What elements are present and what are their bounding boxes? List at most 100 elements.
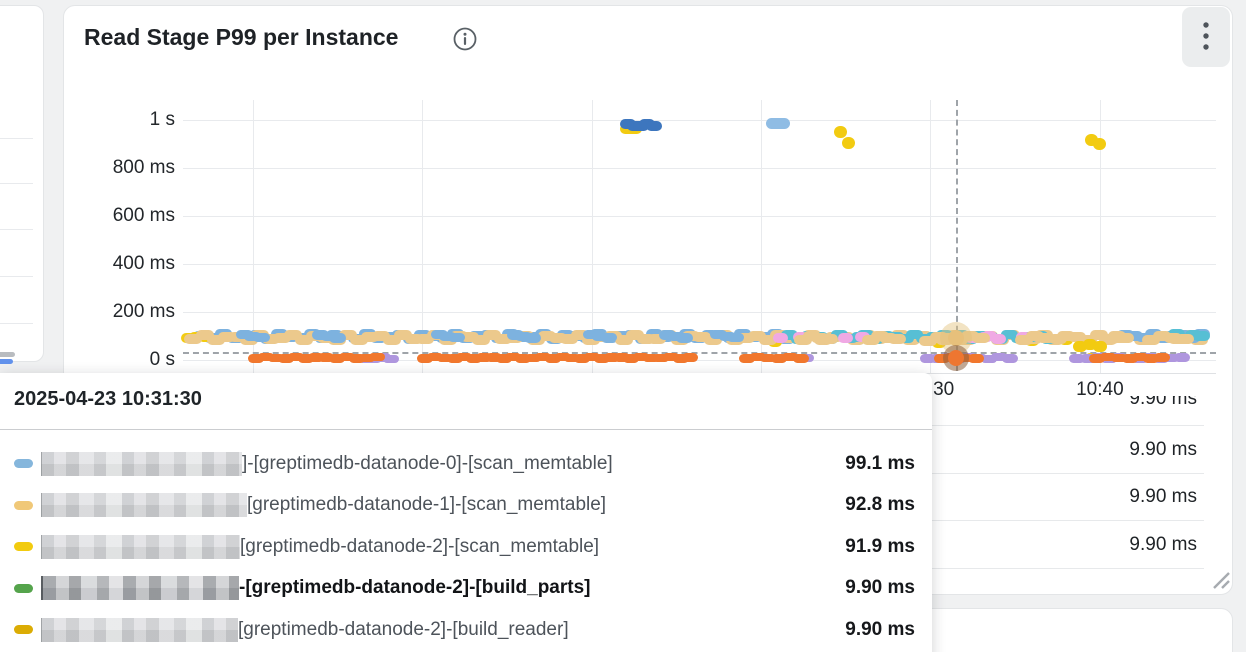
scatter-dot — [195, 329, 214, 340]
scatter-dot — [560, 334, 579, 345]
x-tick-label: 10:40 — [1076, 379, 1124, 400]
scatter-dot — [436, 353, 453, 363]
scatter-dot — [1001, 354, 1018, 363]
tooltip-row[interactable]: ]-[greptimedb-datanode-0]-[scan_memtable… — [0, 443, 932, 485]
scatter-dot — [485, 353, 502, 362]
scatter-dot — [615, 335, 634, 346]
scatter-dot — [350, 334, 369, 345]
y-tick-label: 800 ms — [112, 157, 175, 178]
series-label: [greptimedb-datanode-2]-[scan_memtable] — [240, 535, 600, 557]
kebab-vertical-icon — [1203, 22, 1209, 50]
scatter-dot — [582, 335, 601, 346]
scatter-dot — [747, 330, 766, 341]
scatter-dot — [426, 352, 443, 362]
tooltip-row[interactable]: -[greptimedb-datanode-2]-[build_parts] 9.… — [0, 568, 932, 610]
scatter-dot — [626, 330, 645, 341]
scatter-dot — [358, 353, 375, 363]
scatter-dot — [1152, 331, 1171, 341]
scatter-dot — [1079, 354, 1096, 363]
gridline-vertical — [422, 100, 424, 373]
scatter-dot — [603, 353, 620, 362]
gridline-horizontal — [183, 264, 1216, 265]
scatter-dot — [1141, 335, 1160, 346]
tooltip-row[interactable]: [greptimedb-datanode-2]-[build_reader] 9.… — [0, 609, 932, 651]
y-tick-label: 0 s — [149, 349, 175, 370]
scatter-dot — [633, 352, 650, 362]
gridline-vertical — [1099, 100, 1101, 373]
scatter-dot — [967, 354, 984, 363]
legend-value-clipped: 9.90 ms — [997, 396, 1197, 411]
scatter-dot — [416, 333, 435, 344]
legend-value: 9.90 ms — [1129, 438, 1197, 460]
series-color-marker — [14, 583, 33, 593]
scatter-dot — [991, 352, 1008, 362]
scatter-dot — [736, 332, 755, 343]
scatter-dot — [338, 352, 355, 362]
scatter-dot — [493, 334, 512, 345]
scatter-dot — [1173, 353, 1190, 362]
legend-value: 9.90 ms — [1129, 533, 1197, 555]
tooltip-row[interactable]: [greptimedb-datanode-1]-[scan_memtable] 9… — [0, 485, 932, 527]
scatter-dot — [272, 333, 291, 344]
scatter-dot — [933, 354, 950, 363]
left-neighbor-panel — [0, 5, 44, 364]
scatter-dot — [257, 352, 274, 362]
info-icon[interactable] — [452, 26, 478, 52]
scatter-dot — [972, 332, 991, 343]
scatter-dot — [919, 354, 936, 363]
scatter-dot — [1069, 354, 1086, 363]
scatter-dot — [794, 335, 813, 346]
scatter-dot — [692, 332, 711, 343]
gridline-vertical — [761, 100, 763, 373]
tooltip-divider — [0, 429, 932, 430]
scatter-dot — [206, 335, 225, 346]
legend-value: 9.90 ms — [1129, 396, 1197, 409]
censored-label-prefix — [41, 576, 239, 601]
scatter-dot — [383, 354, 400, 364]
scatter-dot — [749, 352, 766, 362]
scatter-dot — [294, 335, 313, 346]
scatter-dot — [1126, 331, 1144, 341]
scatter-dot — [645, 121, 662, 132]
series-value: 92.8 ms — [845, 494, 915, 516]
gridline-horizontal — [183, 168, 1216, 169]
scatter-dot — [328, 354, 345, 363]
scatter-dot — [505, 352, 522, 362]
tooltip-series-list: ]-[greptimedb-datanode-0]-[scan_memtable… — [0, 443, 932, 651]
series-fragment — [0, 352, 15, 357]
scatter-dot — [184, 334, 203, 345]
tooltip-timestamp: 2025-04-23 10:31:30 — [14, 388, 202, 410]
scatter-dot — [1099, 352, 1116, 362]
scatter-dot — [780, 330, 798, 340]
scatter-dot — [288, 352, 305, 362]
scatter-dot — [781, 352, 798, 362]
scatter-dot — [792, 354, 809, 363]
scatter-dot — [544, 354, 561, 363]
scatter-dot — [613, 353, 630, 362]
scatter-dot — [525, 353, 542, 363]
scatter-dot — [703, 334, 722, 345]
crosshair-horizontal-line — [183, 352, 1216, 354]
panel-menu-button[interactable] — [1182, 7, 1230, 67]
resize-handle-icon[interactable] — [1210, 569, 1232, 591]
scatter-dot — [771, 354, 788, 363]
scatter-dot — [328, 333, 346, 343]
scatter-dot — [564, 353, 581, 363]
gridline — [0, 323, 33, 324]
scatter-dot — [1073, 340, 1088, 352]
scatter-dot — [523, 333, 541, 343]
scatter-dot — [554, 352, 571, 362]
scatter-dot — [842, 136, 856, 149]
scatter-dot — [1164, 332, 1183, 343]
scatter-dot — [929, 331, 948, 342]
scatter-dot — [1090, 329, 1109, 340]
scatter-dot — [571, 329, 590, 340]
scatter-dot — [1143, 354, 1160, 363]
tooltip-row[interactable]: [greptimedb-datanode-2]-[scan_memtable] 9… — [0, 526, 932, 568]
scatter-dot — [217, 331, 236, 342]
page-title: Read Stage P99 per Instance — [84, 24, 399, 50]
scatter-dot — [760, 353, 777, 363]
scatter-dot — [676, 333, 694, 343]
scatter-dot — [906, 329, 924, 340]
